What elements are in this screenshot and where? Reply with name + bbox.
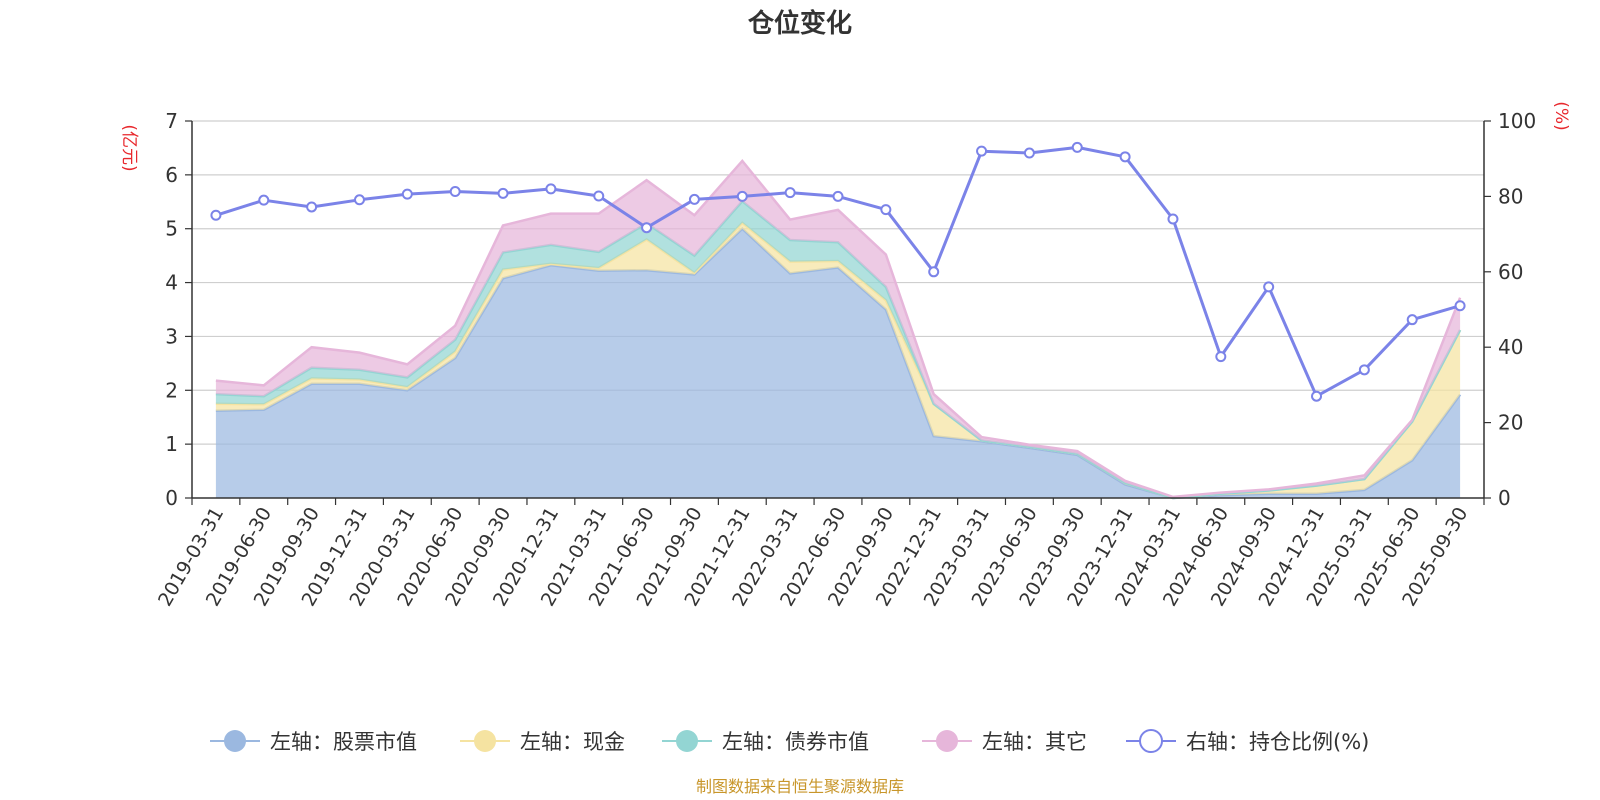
left-tick-label: 4 — [165, 271, 178, 295]
legend-marker — [474, 730, 496, 752]
ratio-point — [449, 185, 461, 197]
ratio-point — [1023, 147, 1035, 159]
ratio-point — [210, 209, 222, 221]
area-左轴：股票市值 — [215, 228, 1461, 498]
left-tick-label: 5 — [165, 217, 178, 241]
ratio-line — [210, 141, 1466, 402]
legend-item[interactable]: 左轴：股票市值 — [210, 730, 417, 754]
left-tick-label: 0 — [165, 486, 178, 510]
legend-label: 右轴：持仓比例(%) — [1186, 730, 1369, 754]
legend-marker — [224, 730, 246, 752]
ratio-point — [784, 187, 796, 199]
legend-marker — [1139, 729, 1163, 753]
ratio-point — [1311, 390, 1323, 402]
ratio-point — [1454, 300, 1466, 312]
right-tick-label: 0 — [1498, 486, 1511, 510]
left-axis-unit: (亿元) — [119, 124, 139, 171]
ratio-point — [1263, 281, 1275, 293]
right-axis-unit: (%) — [1551, 101, 1571, 130]
stacked-areas — [215, 158, 1462, 500]
ratio-point — [928, 266, 940, 278]
area-edge-左轴：其它 — [215, 158, 1462, 499]
ratio-point — [688, 193, 700, 205]
legend-marker — [676, 730, 698, 752]
ratio-point — [736, 190, 748, 202]
ratio-point — [593, 190, 605, 202]
area-左轴：债券市值 — [215, 201, 1461, 498]
ratio-point — [1119, 151, 1131, 163]
left-tick-label: 7 — [165, 109, 178, 133]
ratio-point — [880, 204, 892, 216]
ratio-point — [1215, 351, 1227, 363]
right-tick-label: 100 — [1498, 109, 1536, 133]
legend-label: 左轴：其它 — [982, 730, 1087, 754]
legend-label: 左轴：股票市值 — [270, 730, 417, 754]
legend-label: 左轴：现金 — [520, 730, 625, 754]
legend-marker — [936, 730, 958, 752]
left-tick-label: 1 — [165, 432, 178, 456]
chart-title: 仓位变化 — [747, 8, 852, 39]
left-tick-label: 3 — [165, 324, 178, 348]
ratio-point — [353, 194, 365, 206]
ratio-point — [832, 190, 844, 202]
ratio-point — [976, 145, 988, 157]
ratio-point — [1358, 364, 1370, 376]
right-tick-label: 60 — [1498, 260, 1523, 284]
ratio-point — [641, 222, 653, 234]
ratio-point — [1071, 141, 1083, 153]
ratio-point — [401, 188, 413, 200]
right-tick-label: 80 — [1498, 184, 1523, 208]
legend-label: 左轴：债券市值 — [722, 730, 869, 754]
legend-item[interactable]: 左轴：其它 — [922, 730, 1087, 754]
left-tick-label: 2 — [165, 378, 178, 402]
legend: 左轴：股票市值 左轴：现金 左轴：债券市值 左轴：其它 右轴：持仓比例(%) — [210, 729, 1369, 754]
ratio-point — [258, 194, 270, 206]
legend-item[interactable]: 右轴：持仓比例(%) — [1126, 729, 1369, 754]
left-tick-label: 6 — [165, 163, 178, 187]
source-note: 制图数据来自恒生聚源数据库 — [696, 777, 904, 796]
ratio-point — [497, 187, 509, 199]
ratio-point — [1406, 314, 1418, 326]
ratio-point — [1167, 213, 1179, 225]
legend-item[interactable]: 左轴：债券市值 — [662, 730, 869, 754]
ratio-point — [306, 201, 318, 213]
area-左轴：其它 — [215, 160, 1461, 498]
ratio-point — [545, 183, 557, 195]
right-tick-label: 20 — [1498, 411, 1523, 435]
right-tick-label: 40 — [1498, 335, 1523, 359]
legend-item[interactable]: 左轴：现金 — [460, 730, 625, 754]
